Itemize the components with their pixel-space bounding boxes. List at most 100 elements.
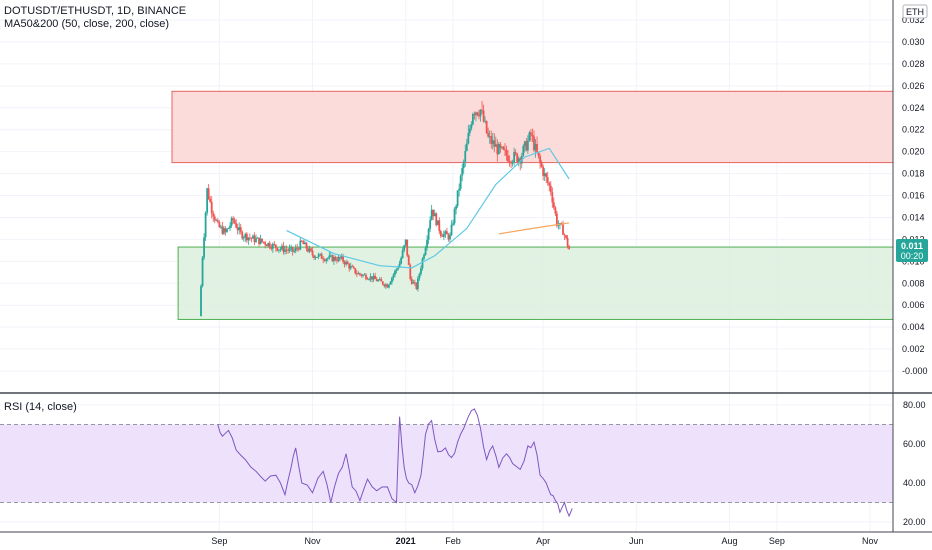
candle-body	[380, 279, 383, 282]
candle-body	[505, 149, 508, 156]
time-tick-label: 2021	[396, 536, 416, 546]
candle-body	[213, 216, 216, 221]
candle-body	[300, 240, 303, 242]
candle-body	[268, 242, 271, 248]
candle-body	[287, 250, 289, 251]
candle-body	[412, 282, 415, 284]
candle-body	[557, 225, 560, 226]
candle-body	[522, 145, 525, 156]
candle-body	[533, 136, 535, 151]
candle-body	[464, 151, 467, 162]
candle-body	[383, 284, 386, 287]
candles[interactable]	[200, 101, 571, 317]
candle-body	[542, 166, 545, 176]
candle-body	[362, 274, 364, 276]
candle-body	[229, 225, 231, 228]
moving-averages	[286, 147, 570, 269]
candle-body	[346, 261, 349, 265]
candle-body	[482, 110, 485, 122]
candle-body	[400, 258, 403, 264]
candle-body	[438, 220, 441, 232]
candle-body	[465, 143, 468, 152]
time-axis[interactable]: Sep Nov 2021 Feb Apr Jun Aug Sep Nov	[211, 536, 878, 546]
candle-body	[378, 279, 381, 281]
candle-body	[288, 248, 291, 251]
rsi-label[interactable]: RSI (14, close)	[4, 401, 77, 413]
time-tick-label: Nov	[305, 536, 322, 546]
candle-body	[490, 136, 493, 144]
candle-body	[433, 213, 436, 217]
symbol-title[interactable]: DOTUSDT/ETHUSDT, 1D, BINANCE	[4, 5, 186, 17]
candle-body	[223, 228, 225, 234]
candle-body	[462, 161, 465, 169]
candle-body	[349, 266, 352, 269]
rsi-series-line	[217, 408, 573, 518]
candle-body	[484, 121, 487, 122]
candle-body	[303, 242, 306, 245]
time-tick-label: Nov	[862, 536, 879, 546]
candle-body	[417, 278, 419, 289]
candle-body	[387, 284, 390, 288]
time-tick-label: Sep	[211, 536, 227, 546]
price-tick-label: 0.018	[902, 169, 925, 179]
candle-body	[368, 279, 370, 281]
candle-body	[534, 143, 537, 151]
candle-body	[404, 239, 407, 246]
candle-body	[270, 247, 273, 249]
candle-body	[259, 238, 262, 244]
candle-body	[267, 242, 270, 247]
candle-body	[233, 219, 236, 223]
price-tick-label: 0.004	[902, 322, 925, 332]
candle-body	[366, 278, 369, 280]
candle-body	[326, 258, 329, 260]
rsi-axis[interactable]: 80.00 60.00 40.00 20.00	[903, 400, 926, 527]
candle-body	[310, 248, 312, 251]
rsi-tick-label: 60.00	[903, 439, 926, 449]
candle-body	[449, 235, 451, 240]
candle-body	[563, 234, 566, 236]
candle-body	[311, 250, 314, 256]
currency-badge[interactable]	[902, 4, 928, 19]
rsi-tick-label: 80.00	[903, 400, 926, 410]
candle-body	[491, 140, 494, 144]
candle-body	[241, 231, 244, 239]
candle-body	[487, 133, 490, 137]
candle-body	[238, 227, 241, 231]
candle-body	[256, 237, 259, 239]
candle-body	[221, 226, 224, 234]
candle-body	[510, 161, 512, 164]
price-axis[interactable]: 0.032 0.030 0.028 0.026 0.024 0.022 0.020 0.018…	[902, 15, 928, 376]
candle-body	[530, 132, 532, 136]
candle-body	[261, 238, 264, 242]
candle-body	[439, 231, 442, 236]
candle-body	[218, 221, 221, 228]
candle-body	[332, 257, 335, 262]
candle-body	[224, 228, 227, 232]
candle-body	[384, 284, 387, 287]
currency-badge-label: ETH	[906, 7, 924, 17]
candle-body	[345, 261, 348, 265]
candle-body	[262, 241, 265, 243]
price-tick-label: 0.024	[902, 103, 925, 113]
candle-body	[455, 206, 457, 210]
candle-body	[305, 242, 308, 249]
candle-body	[375, 278, 378, 282]
candle-body	[467, 133, 470, 144]
indicator-label[interactable]: MA50&200 (50, close, 200, close)	[4, 18, 169, 30]
candle-body	[441, 235, 444, 237]
candle-body	[337, 256, 340, 262]
candle-body	[511, 161, 514, 164]
candle-body	[444, 231, 447, 234]
candle-body	[308, 248, 311, 252]
candle-body	[450, 224, 453, 236]
candle-body	[244, 233, 247, 238]
candle-body	[562, 224, 564, 235]
candle-body	[516, 153, 519, 162]
price-tick-label: 0.022	[902, 125, 925, 135]
candle-body	[319, 253, 322, 255]
rsi-band-fill	[0, 424, 893, 503]
price-tick-label: 0.030	[902, 37, 925, 47]
candle-body	[552, 202, 555, 208]
candle-body	[352, 266, 355, 269]
